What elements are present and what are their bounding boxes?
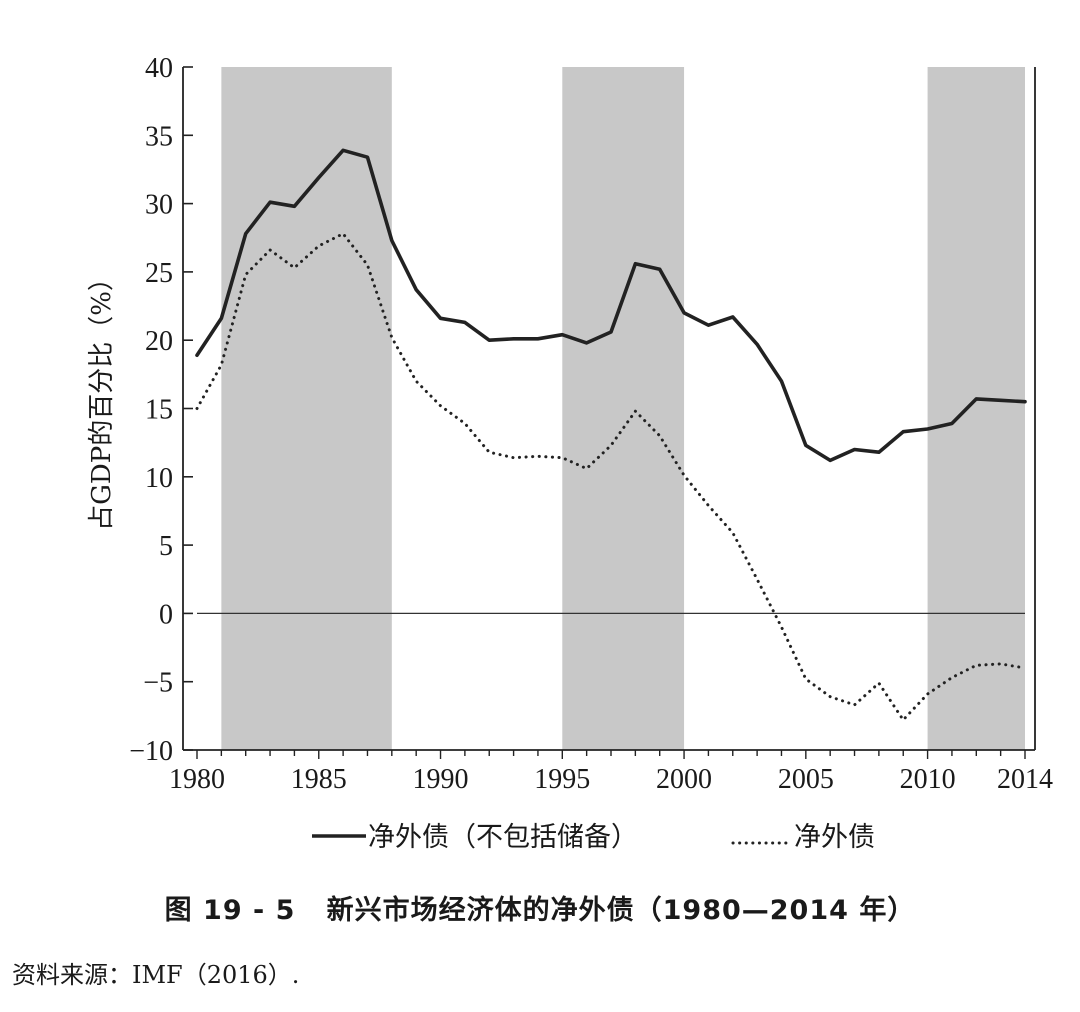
series-line-net-external-debt [195, 232, 1027, 722]
y-axis-label: 占GDP的百分比（%） [87, 265, 117, 531]
y-tick-label: 35 [145, 121, 173, 152]
y-tick-label: 20 [145, 326, 173, 357]
x-tick-label: 1985 [291, 764, 347, 795]
y-tick-label: 25 [145, 258, 173, 289]
y-axis-ticks: 40 35 30 25 20 15 10 5 0 −5 −10 [129, 53, 193, 767]
series-lines [195, 148, 1027, 722]
x-tick-label: 2010 [900, 764, 956, 795]
y-tick-label: 5 [159, 531, 173, 562]
y-tick-label: 10 [145, 463, 173, 494]
x-axis-ticks: 1980 1985 1990 1995 2000 2005 2010 2014 [169, 750, 1053, 795]
x-tick-label: 2014 [997, 764, 1053, 795]
chart: 40 35 30 25 20 15 10 5 0 −5 −10 1980 1985 1990 1995 20… [87, 53, 1053, 853]
y-tick-label: −5 [143, 668, 173, 699]
shaded-period-1 [221, 67, 392, 750]
y-tick-label: 40 [145, 53, 173, 84]
legend-label-solid: 净外债（不包括储备） [368, 822, 638, 853]
shaded-period-3 [927, 67, 1025, 750]
x-tick-label: 1995 [534, 764, 590, 795]
x-tick-label: 1980 [169, 764, 225, 795]
y-tick-label: −10 [129, 736, 173, 767]
x-tick-label: 2005 [778, 764, 834, 795]
y-tick-label: 30 [145, 190, 173, 221]
recession-shading [221, 67, 1025, 750]
x-tick-label: 1990 [413, 764, 469, 795]
shaded-period-2 [562, 67, 685, 750]
legend: 净外债（不包括储备） 净外债 [312, 822, 875, 853]
y-tick-label: 15 [145, 395, 173, 426]
series-line-net-external-debt-excl-reserves [195, 148, 1027, 463]
source-note: 资料来源：IMF（2016）. [12, 961, 300, 989]
legend-label-dotted: 净外债 [794, 822, 875, 853]
y-tick-label: 0 [159, 599, 173, 630]
figure-caption: 图 19 - 5 新兴市场经济体的净外债（1980—2014 年） [164, 895, 916, 926]
x-tick-label: 2000 [656, 764, 712, 795]
